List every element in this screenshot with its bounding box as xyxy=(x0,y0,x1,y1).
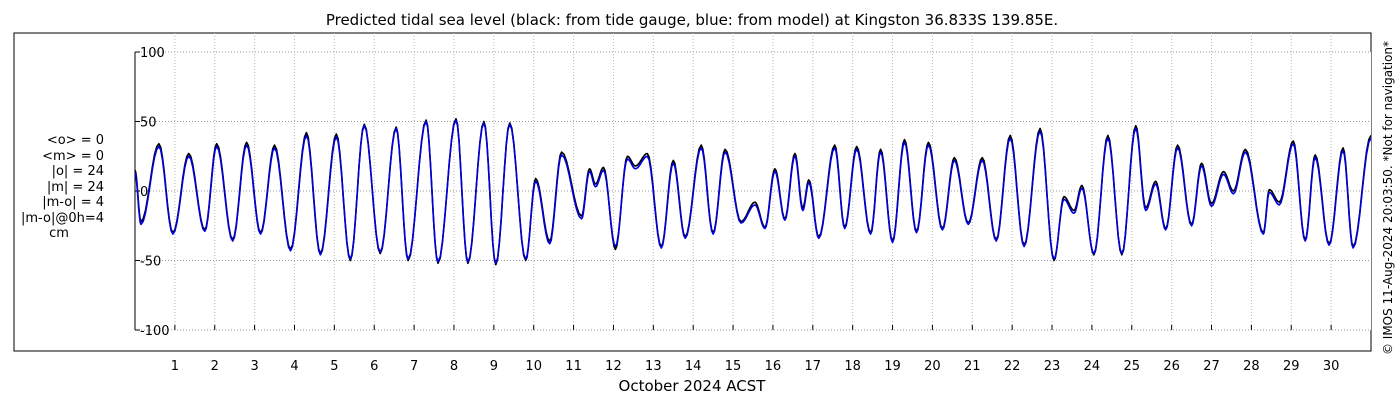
x-tick-label: 12 xyxy=(605,359,622,374)
x-tick-label: 11 xyxy=(565,359,582,374)
x-tick-label: 10 xyxy=(525,359,542,374)
x-tick-label: 5 xyxy=(330,359,338,374)
x-tick-label: 26 xyxy=(1163,359,1180,374)
x-tick-label: 19 xyxy=(884,359,901,374)
stat-line: <o> = 0 xyxy=(46,133,104,148)
series-lines xyxy=(134,117,1372,266)
x-tick-label: 30 xyxy=(1323,359,1340,374)
x-tick-label: 8 xyxy=(450,359,458,374)
x-tick-label: 14 xyxy=(685,359,702,374)
series-line xyxy=(134,119,1372,265)
x-tick-label: 15 xyxy=(725,359,742,374)
unit-label: cm xyxy=(49,226,69,241)
y-tick-label: 100 xyxy=(140,46,165,61)
copyright-note: © IMOS 11-Aug-2024 20:03:50. *Not for na… xyxy=(1381,41,1395,355)
chart-title: Predicted tidal sea level (black: from t… xyxy=(326,11,1058,29)
x-tick-label: 25 xyxy=(1124,359,1141,374)
x-tick-label: 23 xyxy=(1044,359,1061,374)
x-tick-label: 2 xyxy=(211,359,219,374)
y-tick-label: 0 xyxy=(140,185,148,200)
x-tick-label: 29 xyxy=(1283,359,1300,374)
y-tick-label: 50 xyxy=(140,116,157,131)
y-tick-label: -50 xyxy=(140,255,161,270)
stat-line: <m> = 0 xyxy=(42,148,104,164)
x-tick-label: 24 xyxy=(1084,359,1101,374)
grid-lines xyxy=(135,33,1371,331)
x-axis-label: October 2024 ACST xyxy=(619,377,767,395)
x-tick-label: 22 xyxy=(1004,359,1021,374)
x-tick-label: 9 xyxy=(490,359,498,374)
x-tick-label: 3 xyxy=(250,359,258,374)
x-tick-label: 27 xyxy=(1203,359,1220,374)
x-tick-label: 18 xyxy=(844,359,861,374)
x-tick-label: 28 xyxy=(1243,359,1260,374)
x-tick-label: 6 xyxy=(370,359,378,374)
x-tick-label: 1 xyxy=(171,359,179,374)
statistics-panel: <o> = 0 <m> = 0 |o| = 24 |m| = 24 |m-o| = 4 |… xyxy=(0,133,104,242)
x-tick-label: 21 xyxy=(964,359,981,374)
x-tick-label: 7 xyxy=(410,359,418,374)
x-tick-label: 4 xyxy=(290,359,298,374)
stat-line: |m| = 24 xyxy=(46,179,104,195)
x-tick-label: 13 xyxy=(645,359,662,374)
y-tick-label: -100 xyxy=(140,324,170,339)
stat-line: |m-o| = 4 xyxy=(42,195,104,210)
stat-line: |o| = 24 xyxy=(51,164,104,179)
x-tick-label: 17 xyxy=(805,359,822,374)
stat-line: |m-o|@0h=4 xyxy=(21,210,104,226)
x-tick-label: 20 xyxy=(924,359,941,374)
x-tick-label: 16 xyxy=(765,359,782,374)
